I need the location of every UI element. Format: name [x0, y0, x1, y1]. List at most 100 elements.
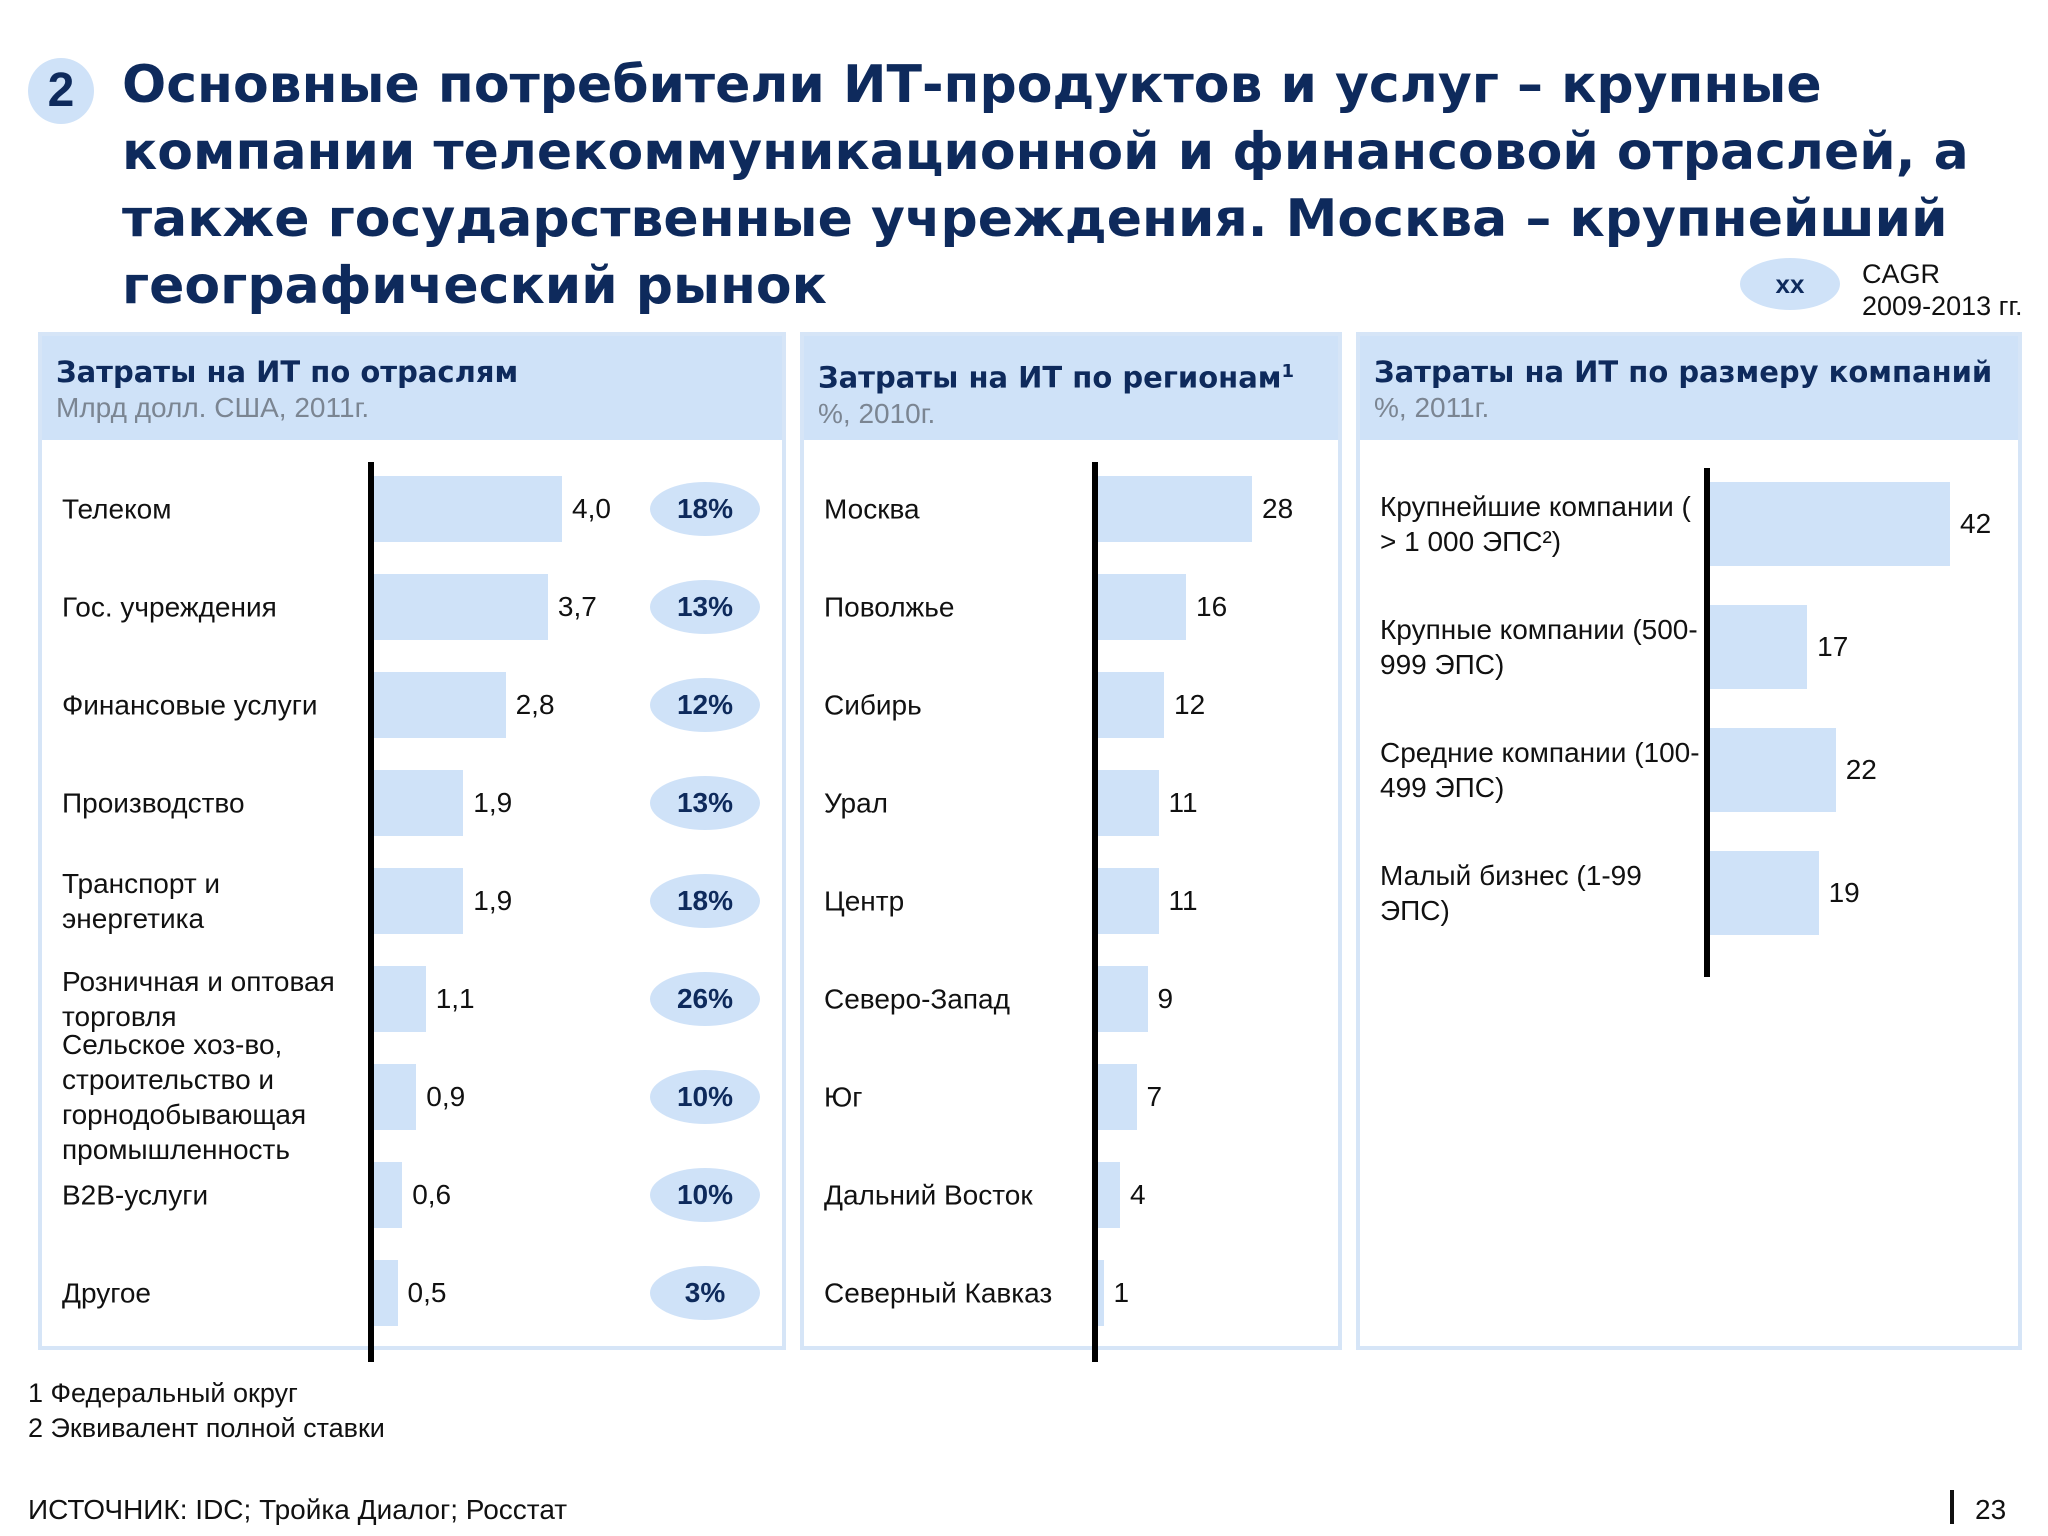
bar	[1098, 1064, 1137, 1130]
value-label: 1,1	[435, 983, 475, 1014]
value-label: 11	[1168, 885, 1198, 916]
category-label: Поволжье	[824, 591, 955, 623]
value-label: 16	[1196, 591, 1228, 622]
cagr-legend-line2: 2009-2013 гг.	[1862, 291, 2023, 321]
category-label: Дальний Восток	[824, 1179, 1033, 1211]
value-label: 12	[1174, 689, 1206, 720]
value-label: 3,7	[557, 591, 597, 622]
bar	[1098, 966, 1148, 1032]
category-label: Средние компании (100-499 ЭПС)	[1380, 737, 1700, 803]
chart-axis-line	[368, 462, 374, 1362]
bar	[374, 1260, 398, 1326]
bar	[1098, 476, 1252, 542]
category-label: Сибирь	[824, 689, 922, 721]
value-label: 1	[1113, 1277, 1130, 1308]
category-label: Производство	[62, 787, 245, 819]
category-label: Крупнейшие компании ( > 1 000 ЭПС²)	[1380, 491, 1691, 557]
footnote-1: 1 Федеральный округ	[28, 1378, 298, 1408]
value-label: 4	[1130, 1179, 1146, 1210]
bar	[1710, 605, 1808, 689]
value-label: 22	[1845, 754, 1877, 785]
footnote-2: 2 Эквивалент полной ставки	[28, 1413, 385, 1443]
panel-region-title: Затраты на ИТ по регионам1	[818, 354, 1324, 396]
cagr-badge: 13%	[650, 776, 760, 830]
bar	[374, 476, 562, 542]
panel-region-title-sup: 1	[1281, 361, 1295, 382]
cagr-badge: 3%	[650, 1266, 760, 1320]
page-number: 23	[1975, 1494, 2007, 1525]
category-label: Телеком	[62, 493, 172, 525]
section-number-badge: 2	[28, 58, 94, 124]
cagr-badge: 10%	[650, 1168, 760, 1222]
value-label: 11	[1168, 787, 1198, 818]
bar	[374, 1162, 403, 1228]
bar	[1098, 574, 1186, 640]
panel-industry-header: Затраты на ИТ по отраслям Млрд долл. США…	[42, 336, 782, 440]
bar	[1098, 672, 1164, 738]
category-label: Малый бизнес (1-99 ЭПС)	[1380, 860, 1642, 926]
category-label: Розничная и оптовая торговля	[62, 966, 335, 1032]
value-label: 0,6	[412, 1179, 452, 1210]
value-label: 1,9	[473, 885, 513, 916]
value-label: 28	[1262, 493, 1294, 524]
bar	[374, 574, 548, 640]
page-title: Основные потребители ИТ-продуктов и услу…	[122, 55, 1969, 316]
cagr-badge: 13%	[650, 580, 760, 634]
category-label: Крупные компании (500-999 ЭПС)	[1380, 614, 1698, 680]
panel-region-title-text: Затраты на ИТ по регионам	[818, 360, 1282, 395]
cagr-legend-line1: CAGR	[1862, 259, 1941, 289]
value-label: 9	[1157, 983, 1174, 1014]
value-label: 7	[1146, 1081, 1163, 1112]
bar	[1710, 851, 1819, 935]
bar	[1098, 1260, 1104, 1326]
bar	[374, 672, 506, 738]
cagr-badge: 18%	[650, 482, 760, 536]
chart-axis-line	[1704, 468, 1710, 977]
panel-industry: Затраты на ИТ по отраслям Млрд долл. США…	[38, 332, 786, 1362]
category-label: Транспорт и энергетика	[62, 868, 221, 934]
panel-size-header: Затраты на ИТ по размеру компаний %, 201…	[1360, 336, 2018, 440]
bar	[1098, 868, 1159, 934]
bar	[374, 966, 426, 1032]
value-label: 1,9	[473, 787, 513, 818]
bar	[374, 1064, 417, 1130]
bar	[1098, 1162, 1120, 1228]
category-label: Центр	[824, 885, 905, 917]
page-number-divider	[1950, 1490, 1954, 1524]
source-note: ИСТОЧНИК: IDC; Тройка Диалог; Росстат	[28, 1494, 568, 1525]
panel-region: Затраты на ИТ по регионам1 %, 2010г. Мос…	[800, 332, 1342, 1362]
category-label: Гос. учреждения	[62, 591, 277, 623]
panel-size-subtitle: %, 2011г.	[1374, 392, 1490, 423]
category-label: Москва	[824, 493, 920, 525]
category-label: Северный Кавказ	[824, 1277, 1053, 1309]
category-label: Сельское хоз-во, строительство и горнодо…	[62, 1029, 307, 1165]
bar	[374, 770, 464, 836]
cagr-badge: 18%	[650, 874, 760, 928]
bar	[1710, 728, 1836, 812]
panel-size: Затраты на ИТ по размеру компаний %, 201…	[1356, 332, 2022, 1350]
panel-industry-title: Затраты на ИТ по отраслям	[56, 355, 519, 389]
category-label: Финансовые услуги	[62, 689, 318, 721]
panel-size-title: Затраты на ИТ по размеру компаний	[1374, 355, 1993, 389]
value-label: 4,0	[572, 493, 611, 524]
value-label: 2,8	[515, 689, 555, 720]
panel-industry-subtitle: Млрд долл. США, 2011г.	[56, 392, 370, 423]
cagr-badge: 12%	[650, 678, 760, 732]
bar	[1098, 770, 1159, 836]
cagr-legend-ellipse: xx	[1740, 258, 1840, 310]
cagr-badge: 10%	[650, 1070, 760, 1124]
cagr-legend-text: CAGR 2009-2013 гг.	[1862, 258, 2042, 322]
category-label: B2B-услуги	[62, 1179, 209, 1211]
panel-region-subtitle: %, 2010г.	[818, 397, 936, 429]
value-label: 0,9	[426, 1081, 466, 1112]
value-label: 0,5	[407, 1277, 447, 1308]
value-label: 19	[1828, 877, 1860, 908]
bar	[374, 868, 464, 934]
chart-axis-line	[1092, 462, 1098, 1362]
category-label: Другое	[62, 1277, 151, 1309]
bar	[1710, 482, 1950, 566]
panel-region-header: Затраты на ИТ по регионам1 %, 2010г.	[804, 336, 1338, 440]
category-label: Северо-Запад	[824, 983, 1010, 1015]
cagr-badge: 26%	[650, 972, 760, 1026]
value-label: 17	[1817, 631, 1849, 662]
